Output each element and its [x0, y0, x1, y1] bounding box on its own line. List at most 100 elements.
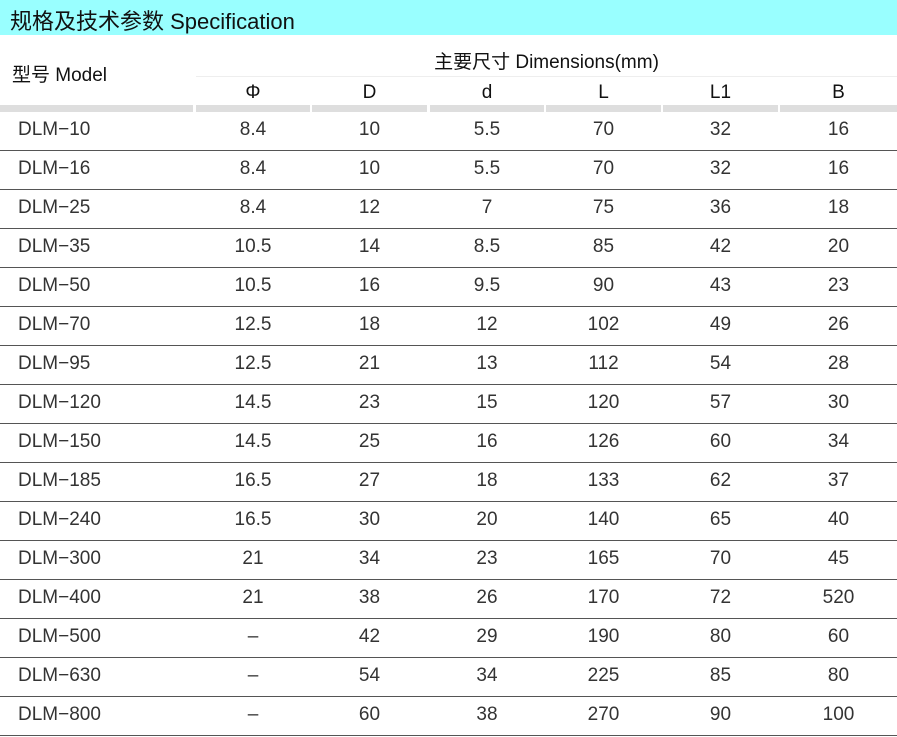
dimension-cell: 16	[476, 431, 498, 452]
header-separator	[546, 105, 661, 112]
dimension-cell: –	[247, 704, 259, 725]
dimension-cell: 10	[358, 158, 381, 179]
dimension-cell: 5.5	[473, 119, 501, 140]
dimension-cell: 38	[476, 704, 498, 725]
dimension-cell: 8.5	[473, 236, 501, 257]
model-cell: DLM−800	[18, 704, 101, 725]
column-header: Φ	[245, 82, 261, 103]
dimension-cell: 7	[481, 197, 493, 218]
dimension-cell: 30	[827, 392, 850, 413]
dimension-cell: 54	[358, 665, 381, 686]
dimension-cell: 21	[242, 587, 264, 608]
dimension-cell: 16.5	[234, 509, 272, 530]
dimension-cell: 126	[587, 431, 620, 452]
dimension-cell: 16	[358, 275, 381, 296]
table-row: DLM−35 10.5 14 8.5 85 42 20	[0, 229, 897, 268]
dimension-cell: 70	[592, 158, 615, 179]
model-cell: DLM−630	[18, 665, 101, 686]
dimension-cell: 20	[476, 509, 498, 530]
dimension-cell: 23	[358, 392, 381, 413]
dimension-cell: 28	[827, 353, 850, 374]
dimension-cell: 65	[709, 509, 732, 530]
column-header: D	[362, 82, 377, 103]
table-row: DLM−800 – 60 38 270 90 100	[0, 697, 897, 736]
dimension-cell: 8.4	[239, 197, 267, 218]
dimension-cell: 190	[587, 626, 620, 647]
dimension-cell: 12	[358, 197, 381, 218]
dimension-cell: 16	[827, 158, 850, 179]
spec-table-body: DLM−10 8.4 10 5.5 70 32 16 DLM−16 8.4 10 5.5 70 32 16…	[0, 112, 897, 736]
dimension-cell: 10.5	[234, 275, 272, 296]
model-cell: DLM−95	[18, 353, 91, 374]
dimension-cell: 112	[588, 353, 619, 374]
dimension-cell: 140	[587, 509, 620, 530]
dimension-cell: 54	[709, 353, 732, 374]
dimension-cell: 42	[709, 236, 732, 257]
dimension-cell: 8.4	[239, 158, 267, 179]
header-separator	[430, 105, 544, 112]
dimension-cell: 9.5	[473, 275, 501, 296]
dimension-cell: 5.5	[473, 158, 501, 179]
dimension-cell: 29	[476, 626, 498, 647]
table-row: DLM−240 16.5 30 20 140 65 40	[0, 502, 897, 541]
table-row: DLM−150 14.5 25 16 126 60 34	[0, 424, 897, 463]
dimension-cell: 34	[476, 665, 498, 686]
column-header: d	[481, 82, 493, 103]
model-column-header: 型号 Model	[12, 65, 108, 86]
model-cell: DLM−400	[18, 587, 101, 608]
dimension-cell: 10	[358, 119, 381, 140]
table-row: DLM−16 8.4 10 5.5 70 32 16	[0, 151, 897, 190]
dimension-cell: 16	[827, 119, 850, 140]
dimension-cell: 13	[476, 353, 498, 374]
dimension-cell: 70	[709, 548, 732, 569]
dimension-cell: 165	[587, 548, 620, 569]
dimension-cell: 14.5	[234, 431, 272, 452]
dimension-cell: 18	[827, 197, 850, 218]
model-cell: DLM−240	[18, 509, 101, 530]
dimension-cell: 80	[827, 665, 850, 686]
dimension-cell: 90	[709, 704, 732, 725]
dimension-cell: 21	[358, 353, 381, 374]
table-row: DLM−500 – 42 29 190 80 60	[0, 619, 897, 658]
dimension-cell: 23	[827, 275, 850, 296]
table-row: DLM−400 21 38 26 170 72 520	[0, 580, 897, 619]
header-separator	[312, 105, 427, 112]
dimension-cell: 133	[587, 470, 620, 491]
table-row: DLM−95 12.5 21 13 112 54 28	[0, 346, 897, 385]
dimension-cell: 34	[827, 431, 850, 452]
dimension-cell: 49	[709, 314, 732, 335]
column-header: B	[832, 82, 845, 103]
column-header: L1	[709, 82, 732, 103]
dimension-cell: –	[247, 665, 259, 686]
dimension-cell: 8.4	[239, 119, 267, 140]
dimension-cell: 32	[709, 119, 732, 140]
dimension-cell: 60	[709, 431, 732, 452]
dimension-cell: 18	[358, 314, 381, 335]
model-cell: DLM−185	[18, 470, 101, 491]
dimension-cell: 520	[822, 587, 855, 608]
dimension-cell: 18	[476, 470, 498, 491]
dimension-cell: 30	[358, 509, 381, 530]
dimension-cell: 25	[358, 431, 381, 452]
dimension-cell: 85	[592, 236, 615, 257]
dimension-cell: 36	[709, 197, 732, 218]
dimension-cell: 102	[587, 314, 620, 335]
dimension-cell: 72	[709, 587, 732, 608]
dimension-cell: 225	[587, 665, 620, 686]
table-row: DLM−70 12.5 18 12 102 49 26	[0, 307, 897, 346]
dimension-cell: 57	[709, 392, 732, 413]
dimension-cell: 32	[709, 158, 732, 179]
dimension-cell: 42	[358, 626, 381, 647]
model-cell: DLM−70	[18, 314, 91, 335]
dimension-cell: 270	[587, 704, 620, 725]
dimension-cell: 60	[358, 704, 381, 725]
header-separator	[663, 105, 778, 112]
dimension-cell: 45	[827, 548, 850, 569]
dimension-cell: 16.5	[234, 470, 272, 491]
dimension-cell: 120	[587, 392, 620, 413]
column-header: L	[598, 82, 609, 103]
dimension-cell: 21	[242, 548, 264, 569]
dimension-cell: 75	[592, 197, 615, 218]
model-cell: DLM−500	[18, 626, 101, 647]
